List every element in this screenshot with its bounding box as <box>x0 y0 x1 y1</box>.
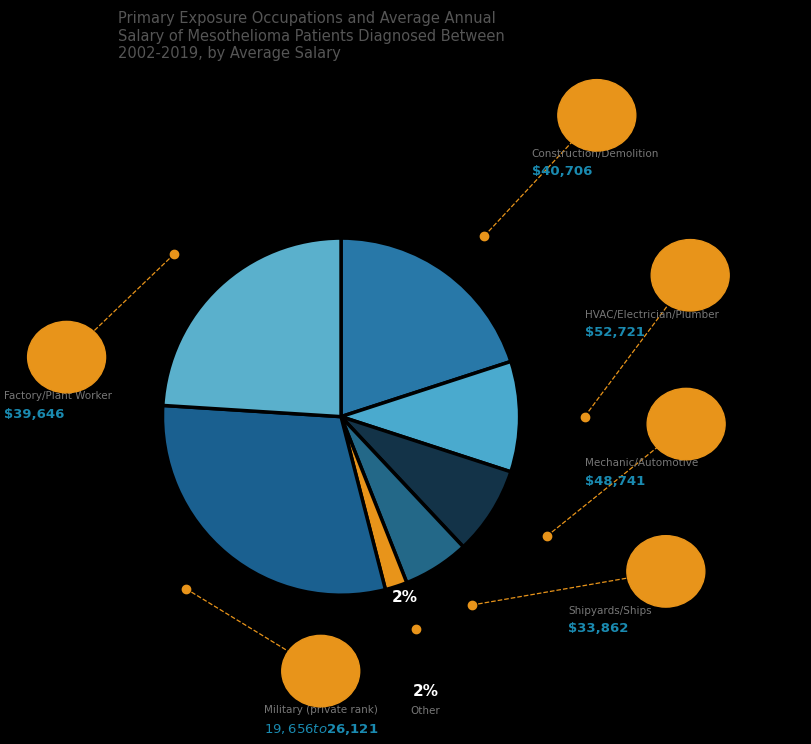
Wedge shape <box>341 417 406 589</box>
Wedge shape <box>162 405 385 595</box>
Text: Factory/Plant Worker: Factory/Plant Worker <box>4 391 112 401</box>
Text: 30%: 30% <box>226 516 263 530</box>
Wedge shape <box>341 417 463 583</box>
Text: 10%: 10% <box>474 409 509 424</box>
Wedge shape <box>341 417 510 547</box>
Text: $52,721: $52,721 <box>584 326 644 339</box>
Text: 2%: 2% <box>412 684 438 699</box>
Circle shape <box>28 321 105 393</box>
Circle shape <box>557 80 635 151</box>
Text: 2%: 2% <box>392 589 418 605</box>
Text: $40,706: $40,706 <box>531 165 591 178</box>
Wedge shape <box>341 238 510 417</box>
Text: 8%: 8% <box>455 484 481 498</box>
Text: $33,862: $33,862 <box>568 622 628 635</box>
Text: 20%: 20% <box>411 297 448 312</box>
Wedge shape <box>163 238 341 417</box>
Circle shape <box>626 536 704 607</box>
Text: $19,656 to $26,121: $19,656 to $26,121 <box>264 722 377 737</box>
Text: Mechanic/Automotive: Mechanic/Automotive <box>584 458 697 468</box>
Text: 6%: 6% <box>409 526 435 541</box>
Circle shape <box>281 635 359 707</box>
Text: Military (private rank): Military (private rank) <box>264 705 377 715</box>
Text: Shipyards/Ships: Shipyards/Ships <box>568 606 651 615</box>
Circle shape <box>646 388 724 460</box>
Text: HVAC/Electrician/Plumber: HVAC/Electrician/Plumber <box>584 310 718 319</box>
Text: $39,646: $39,646 <box>4 408 64 420</box>
Wedge shape <box>341 362 519 472</box>
Circle shape <box>650 240 728 311</box>
Text: 24%: 24% <box>219 308 255 323</box>
Text: Primary Exposure Occupations and Average Annual
Salary of Mesothelioma Patients : Primary Exposure Occupations and Average… <box>118 11 504 61</box>
Text: Other: Other <box>410 707 440 716</box>
Text: Construction/Demolition: Construction/Demolition <box>531 149 659 158</box>
Text: $48,741: $48,741 <box>584 475 644 487</box>
